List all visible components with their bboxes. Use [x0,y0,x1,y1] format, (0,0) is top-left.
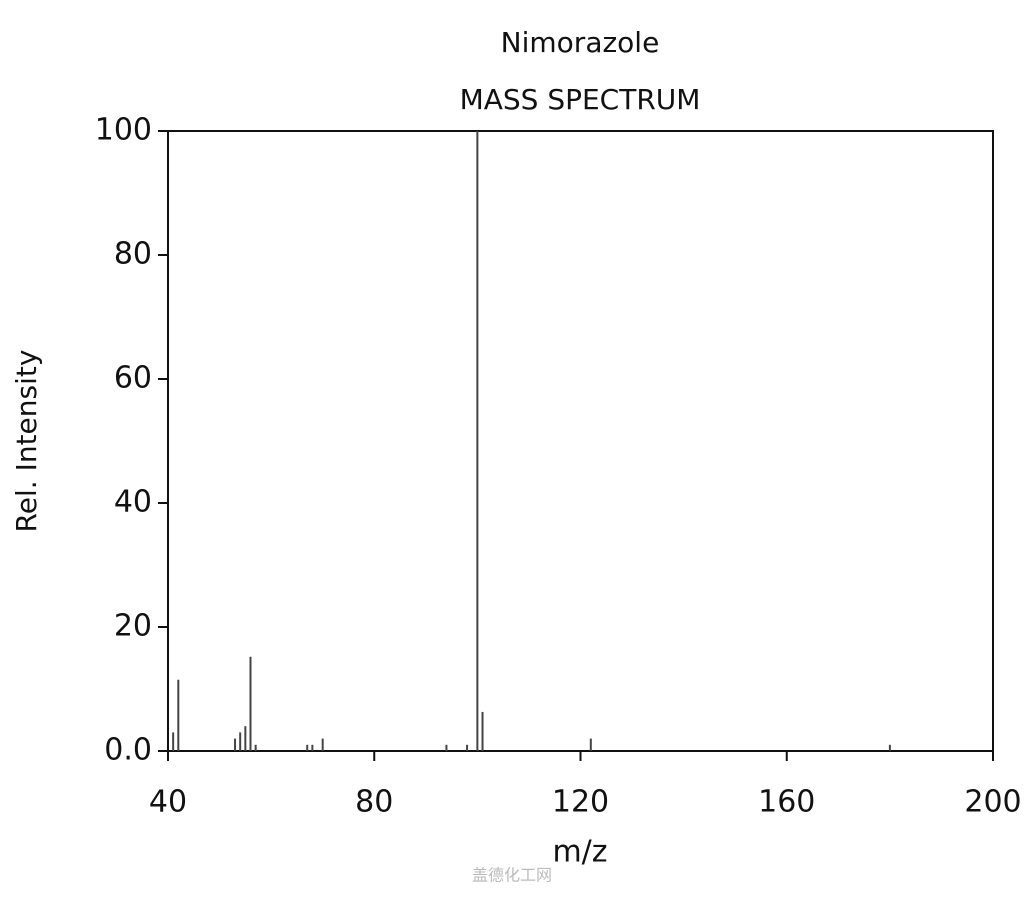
y-tick-label: 40 [114,485,152,520]
x-axis-label: m/z [552,835,607,870]
plot-frame [167,130,994,752]
y-tick-label: 20 [114,609,152,644]
x-tick-label: 80 [355,785,393,820]
y-axis-label: Rel. Intensity [10,350,43,533]
watermark: 盖德化工网 [472,866,552,885]
chart-title: Nimorazole [501,26,660,59]
x-tick-label: 200 [964,785,1021,820]
y-tick-label: 0.0 [104,733,152,768]
y-tick-label: 60 [114,361,152,396]
x-tick-label: 120 [552,785,609,820]
x-tick-label: 160 [758,785,815,820]
y-tick-label: 80 [114,237,152,272]
y-tick-label: 100 [95,113,152,148]
chart-subtitle: MASS SPECTRUM [460,83,701,116]
x-tick-label: 40 [149,785,187,820]
